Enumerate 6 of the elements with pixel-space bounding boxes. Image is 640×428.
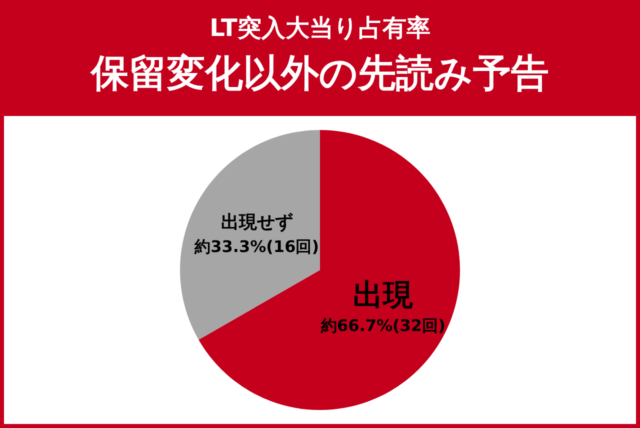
- slice-label: 出現せず: [220, 212, 293, 233]
- data-label: 約66.7%(32回): [320, 316, 446, 336]
- chart-subtitle: 保留変化以外の先読み予告: [89, 50, 550, 97]
- slice-label: 出現: [353, 278, 414, 314]
- chart-title: LT突入大当り占有率: [208, 13, 432, 44]
- data-label: 約33.3%(16回): [194, 236, 320, 256]
